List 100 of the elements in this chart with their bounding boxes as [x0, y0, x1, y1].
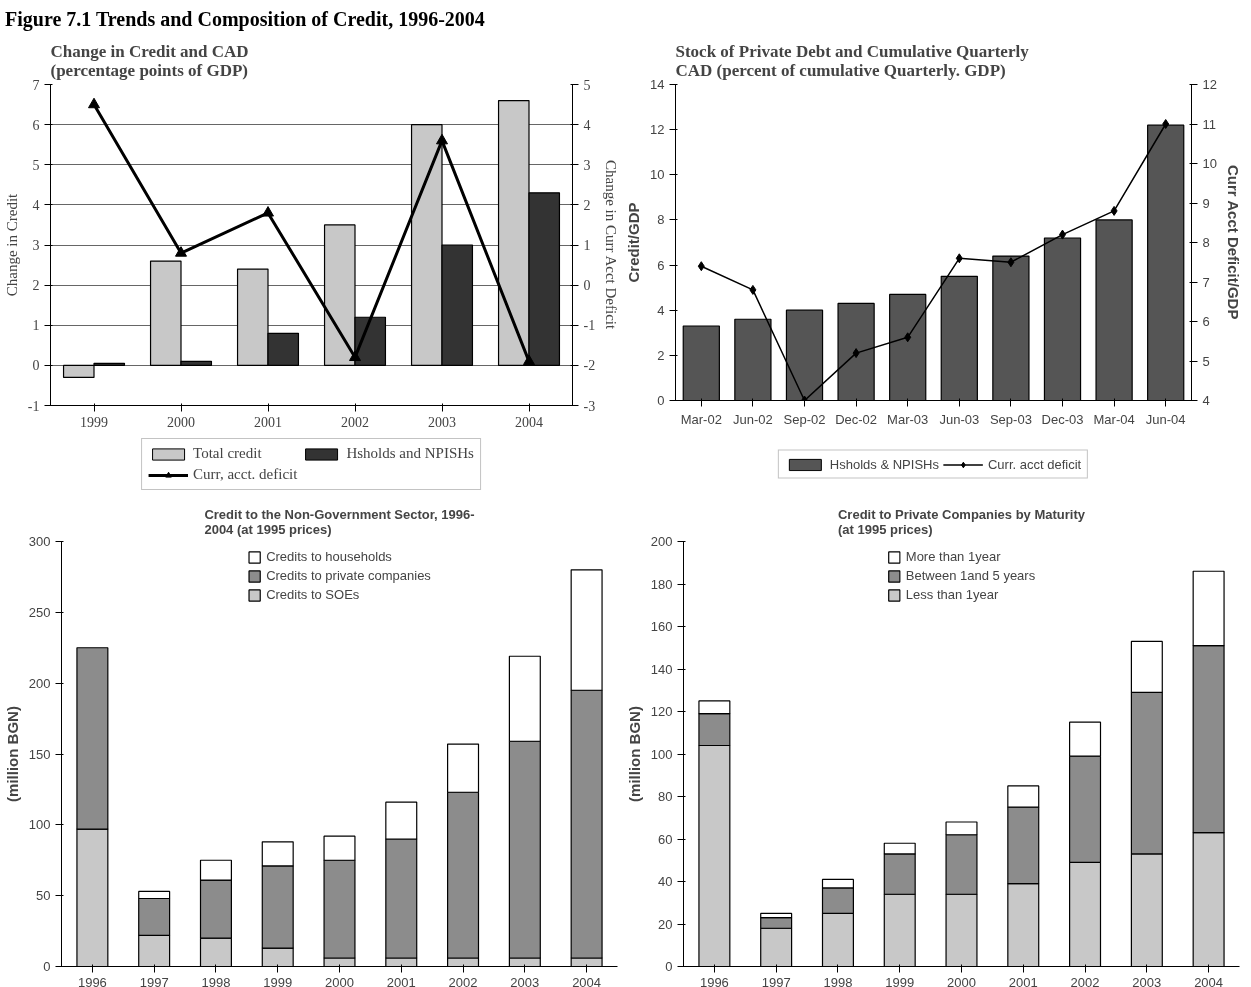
- y-tick-label: 6: [657, 257, 665, 273]
- y-tick-label: 100: [650, 746, 673, 762]
- x-tick-label: 1997: [139, 974, 169, 987]
- y-tick-label: 2: [32, 278, 40, 294]
- y-axis-title: Credit/GDP: [625, 202, 643, 283]
- point: [1162, 119, 1170, 129]
- point: [88, 97, 100, 109]
- point: [955, 253, 963, 264]
- x-tick-label: 1999: [885, 974, 915, 987]
- y2-tick-label: 3: [583, 157, 591, 173]
- y-tick-label: 6: [32, 117, 40, 133]
- y-tick-label: 7: [32, 77, 40, 93]
- legend-label: Between 1and 5 years: [905, 568, 1036, 583]
- y-tick-label: 12: [650, 122, 665, 138]
- y2-axis-title: Curr Acct Deficit/GDP: [1224, 164, 1242, 320]
- y-tick-label: 8: [657, 212, 665, 228]
- y-tick-label: 0: [32, 358, 40, 374]
- y-tick-label: 60: [658, 831, 673, 847]
- chart-title: Stock of Private Debt and Cumulative Quarterly CAD (percent of cumulative Quarterly. GDP): [675, 41, 1030, 80]
- y2-tick-label: 5: [1202, 353, 1210, 369]
- x-tick-label: 2002: [1070, 974, 1100, 987]
- x-tick-label: 1999: [80, 414, 108, 430]
- y2-tick-label: 4: [1202, 393, 1210, 408]
- y2-tick-label: -3: [583, 398, 596, 414]
- x-tick-label: 1998: [823, 974, 853, 987]
- x-tick-label: Jun-02: [733, 411, 773, 427]
- legend-label: Total credit: [193, 445, 262, 462]
- y-axis-title: (million BGN): [3, 706, 21, 802]
- y-tick-label: 5: [32, 157, 40, 173]
- y-tick-label: 120: [650, 704, 673, 719]
- y2-tick-label: 9: [1202, 195, 1210, 211]
- x-tick-label: Mar-04: [1093, 411, 1135, 427]
- x-tick-label: Mar-02: [680, 411, 722, 427]
- y2-tick-label: 8: [1202, 235, 1210, 250]
- x-tick-label: 2002: [448, 974, 478, 987]
- point: [349, 350, 361, 362]
- x-tick-label: 2001: [1008, 974, 1038, 987]
- point: [436, 133, 448, 145]
- point: [852, 348, 860, 359]
- y-tick-label: 150: [28, 746, 51, 762]
- x-tick-label: 2000: [947, 974, 976, 987]
- y2-tick-label: 10: [1202, 156, 1217, 171]
- y-tick-label: 10: [650, 167, 665, 183]
- y2-tick-label: 5: [583, 77, 591, 93]
- y-tick-label: 0: [43, 959, 51, 974]
- x-tick-label: 1997: [761, 974, 791, 987]
- y2-tick-label: 11: [1202, 116, 1216, 132]
- point: [523, 354, 535, 366]
- x-tick-label: Dec-02: [835, 411, 878, 427]
- x-tick-label: Sep-02: [783, 411, 826, 427]
- legend-label: Credits to SOEs: [266, 587, 360, 602]
- x-tick-label: Jun-04: [1145, 411, 1186, 427]
- x-tick-label: 1998: [201, 974, 231, 987]
- x-tick-label: 2004: [515, 414, 543, 430]
- x-tick-label: 2004: [1194, 974, 1224, 987]
- y2-tick-label: 2: [583, 197, 591, 213]
- x-tick-label: 1996: [77, 974, 107, 987]
- y-tick-label: 0: [665, 959, 673, 974]
- x-tick-label: 2002: [341, 414, 369, 430]
- y-tick-label: 14: [650, 77, 665, 92]
- legend-label: Less than 1year: [905, 587, 999, 602]
- legend-label: Hsholds & NPISHs: [829, 456, 939, 472]
- x-tick-label: 2003: [428, 414, 456, 430]
- point: [749, 284, 757, 295]
- x-tick-label: Dec-03: [1041, 411, 1084, 427]
- y-axis-title: (million BGN): [625, 706, 643, 802]
- legend-label: Hsholds and NPISHs: [346, 445, 474, 462]
- y2-tick-label: 7: [1202, 274, 1210, 290]
- y-tick-label: 0: [657, 393, 665, 408]
- legend-label: Credits to private companies: [266, 568, 431, 583]
- x-tick-label: 2003: [1132, 974, 1162, 987]
- caption: Figure 7.1 Trends and Composition of Credit, 1996-2004: [5, 7, 485, 33]
- y-tick-label: 4: [657, 302, 665, 318]
- y-tick-label: 1: [32, 318, 40, 334]
- x-tick-label: 2003: [510, 974, 540, 987]
- x-tick-label: 1996: [699, 974, 729, 987]
- y-tick-label: 40: [658, 874, 673, 889]
- y-axis-title: Change in Credit: [3, 192, 20, 297]
- y2-tick-label: 12: [1202, 77, 1217, 92]
- y-tick-label: 250: [28, 604, 51, 620]
- y2-axis-title: Change in Curr Acct Deficit: [603, 160, 620, 330]
- y-tick-label: 200: [650, 534, 673, 549]
- y2-tick-label: -2: [583, 358, 596, 374]
- y-tick-label: 180: [650, 576, 673, 592]
- x-tick-label: Mar-03: [887, 411, 929, 427]
- point: [697, 261, 705, 272]
- y-tick-label: 160: [650, 619, 673, 634]
- y-tick-label: 300: [28, 534, 51, 549]
- point: [1110, 205, 1118, 216]
- y-tick-label: 4: [32, 197, 40, 213]
- x-tick-label: 2001: [254, 414, 282, 430]
- x-tick-label: 2000: [167, 414, 195, 430]
- y-tick-label: 100: [28, 817, 51, 833]
- y-tick-label: -1: [27, 398, 40, 414]
- y2-tick-label: 0: [583, 278, 591, 294]
- legend-label: More than 1year: [905, 549, 1001, 564]
- y-tick-label: 20: [658, 916, 673, 932]
- point: [904, 332, 912, 343]
- y-tick-label: 2: [657, 347, 665, 363]
- y-tick-label: 200: [28, 675, 51, 691]
